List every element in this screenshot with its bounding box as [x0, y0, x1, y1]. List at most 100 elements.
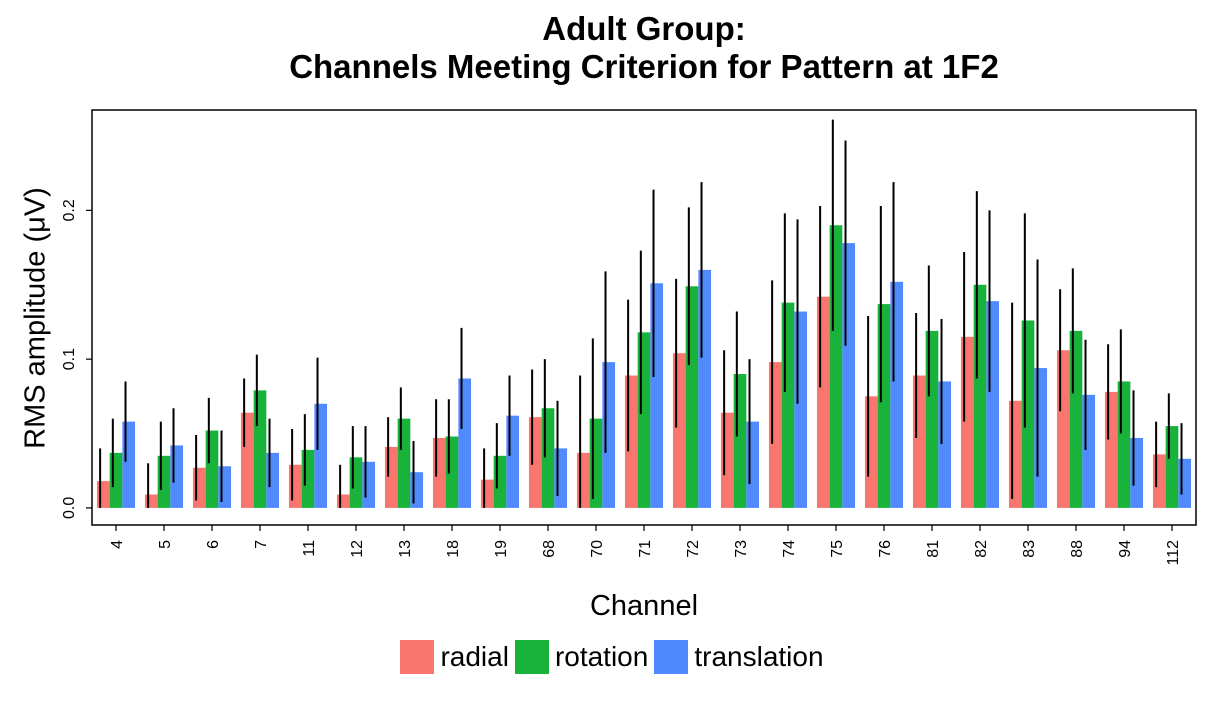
x-tick-label: 18: [445, 540, 462, 558]
series-translation: [122, 140, 1192, 508]
bar-radial-4: [96, 481, 110, 508]
bar-radial-74: [768, 362, 782, 508]
bar-translation-82: [986, 301, 1000, 508]
x-tick-label: 6: [205, 540, 222, 549]
bar-rotation-72: [685, 286, 699, 508]
bar-translation-11: [314, 403, 328, 508]
bar-radial-11: [288, 464, 302, 508]
bar-rotation-6: [205, 430, 219, 508]
bar-translation-6: [218, 466, 232, 508]
x-tick-label: 13: [397, 540, 414, 558]
bar-translation-19: [506, 415, 520, 508]
bar-radial-81: [912, 375, 926, 508]
bar-radial-19: [480, 479, 494, 508]
bar-radial-5: [144, 494, 158, 508]
bar-rotation-82: [973, 284, 987, 508]
x-tick-label: 11: [301, 540, 318, 557]
bar-rotation-76: [877, 304, 891, 508]
bar-rotation-68: [541, 408, 555, 508]
bar-radial-112: [1152, 454, 1166, 508]
legend-label-radial: radial: [440, 641, 509, 672]
bar-radial-76: [864, 396, 878, 508]
x-tick-label: 19: [493, 540, 510, 558]
x-tick-label: 7: [253, 540, 270, 549]
bar-radial-18: [432, 437, 446, 508]
bar-rotation-4: [109, 452, 123, 508]
legend-item-translation: translation: [654, 640, 824, 674]
x-tick-label: 75: [829, 540, 846, 558]
bar-radial-71: [624, 375, 638, 508]
bar-radial-6: [192, 467, 206, 508]
bar-rotation-7: [253, 390, 267, 508]
bar-rotation-73: [733, 374, 747, 508]
x-tick-label: 71: [637, 540, 654, 558]
bar-rotation-12: [349, 457, 363, 508]
legend-label-rotation: rotation: [554, 641, 649, 672]
x-tick-label: 83: [1021, 540, 1038, 558]
bar-translation-13: [410, 472, 424, 508]
y-tick-label: 0.0: [61, 497, 78, 519]
bar-rotation-18: [445, 436, 459, 508]
bar-rotation-81: [925, 330, 939, 508]
x-tick-label: 94: [1117, 540, 1134, 558]
bar-radial-70: [576, 452, 590, 508]
bar-rotation-19: [493, 455, 507, 508]
bar-translation-83: [1034, 368, 1048, 508]
bar-rotation-71: [637, 332, 651, 508]
chart-title: Adult Group: Channels Meeting Criterion …: [92, 10, 1196, 86]
x-tick-label: 12: [349, 540, 366, 558]
bar-rotation-94: [1117, 381, 1131, 508]
bar-translation-94: [1130, 437, 1144, 508]
chart-title-line-1: Adult Group:: [542, 10, 746, 47]
bar-rotation-83: [1021, 320, 1035, 508]
bar-translation-68: [554, 448, 568, 508]
bar-translation-72: [698, 269, 712, 508]
bar-rotation-74: [781, 302, 795, 508]
bar-translation-88: [1082, 394, 1096, 508]
bar-translation-73: [746, 421, 760, 508]
bar-radial-12: [336, 494, 350, 508]
bar-rotation-11: [301, 449, 315, 508]
bar-translation-12: [362, 461, 376, 508]
x-tick-label: 81: [925, 540, 942, 558]
bar-translation-112: [1178, 458, 1192, 508]
y-tick-label: 0.2: [61, 199, 78, 221]
bar-radial-83: [1008, 400, 1022, 508]
series-radial: [96, 205, 1166, 508]
bar-radial-7: [240, 412, 254, 508]
legend: radial rotation translation: [0, 640, 1224, 674]
legend-swatch-radial: [400, 640, 435, 674]
bar-rotation-112: [1165, 426, 1179, 508]
legend-item-rotation: rotation: [514, 640, 649, 674]
bar-radial-88: [1056, 350, 1070, 508]
bar-rotation-5: [157, 455, 171, 508]
bar-rotation-88: [1069, 330, 1083, 508]
bar-translation-4: [122, 421, 136, 508]
bar-radial-13: [384, 446, 398, 508]
x-tick-label: 5: [157, 540, 174, 549]
bar-radial-82: [960, 336, 974, 508]
y-axis-label: RMS amplitude (μV): [19, 187, 52, 449]
bar-rotation-70: [589, 418, 603, 508]
x-tick-label: 112: [1165, 540, 1182, 566]
bar-translation-81: [938, 381, 952, 508]
bar-translation-70: [602, 362, 616, 508]
bar-translation-18: [458, 378, 472, 508]
bar-translation-7: [266, 452, 280, 508]
bar-translation-74: [794, 311, 808, 508]
bar-radial-68: [528, 417, 542, 508]
x-tick-label: 82: [973, 540, 990, 558]
bar-rotation-75: [829, 225, 843, 508]
bar-radial-73: [720, 412, 734, 508]
x-tick-label: 4: [109, 540, 126, 549]
legend-item-radial: radial: [400, 640, 509, 674]
y-tick-label: 0.1: [61, 348, 78, 370]
bar-rotation-13: [397, 418, 411, 508]
bar-translation-75: [842, 243, 856, 508]
x-tick-label: 74: [781, 540, 798, 558]
x-tick-label: 72: [685, 540, 702, 558]
bar-radial-75: [816, 296, 830, 508]
legend-swatch-translation: [654, 640, 689, 674]
bar-translation-71: [650, 283, 664, 508]
bar-radial-72: [672, 353, 686, 508]
